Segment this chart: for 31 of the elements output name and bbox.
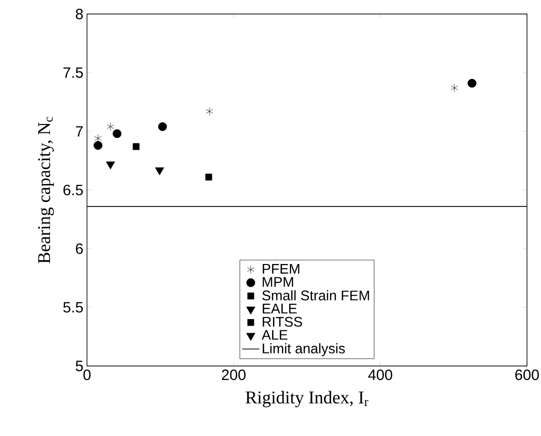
y-tick-label: 8 — [76, 8, 83, 20]
x-tick-label: 400 — [368, 370, 392, 380]
y-tick-label: 5 — [76, 360, 83, 372]
x-tick-label: 600 — [515, 370, 539, 380]
legend-label: MPM — [262, 277, 294, 287]
legend-label: ALE — [262, 330, 288, 340]
point — [106, 122, 114, 131]
point — [158, 122, 167, 132]
point — [94, 141, 102, 150]
y-tick-label: 6 — [76, 243, 83, 254]
y-tick-label: 7 — [76, 126, 83, 136]
point — [155, 167, 164, 176]
y-axis-title: Bearing capacity, N$_{c}$ — [38, 116, 54, 264]
legend-label: Limit analysis — [262, 343, 345, 356]
x-tick-label: 0 — [83, 370, 91, 380]
point — [112, 129, 122, 138]
y-tick-label: 5.5 — [63, 302, 83, 313]
point — [205, 174, 212, 180]
x-tick-label: 200 — [222, 370, 246, 380]
point — [106, 161, 115, 170]
legend-label: Small Strain FEM — [262, 290, 369, 300]
y-tick-label: 6.5 — [63, 184, 83, 196]
point — [132, 143, 140, 150]
legend-label: RITSS — [262, 316, 302, 327]
point — [450, 84, 458, 92]
legend-label: PFEM — [262, 264, 300, 274]
point — [468, 78, 476, 88]
legend-label: EALE — [262, 304, 297, 314]
x-axis-title: Rigidity Index, I$_{r}$ — [246, 390, 368, 408]
point — [206, 107, 214, 116]
y-tick-label: 7.5 — [63, 67, 83, 78]
